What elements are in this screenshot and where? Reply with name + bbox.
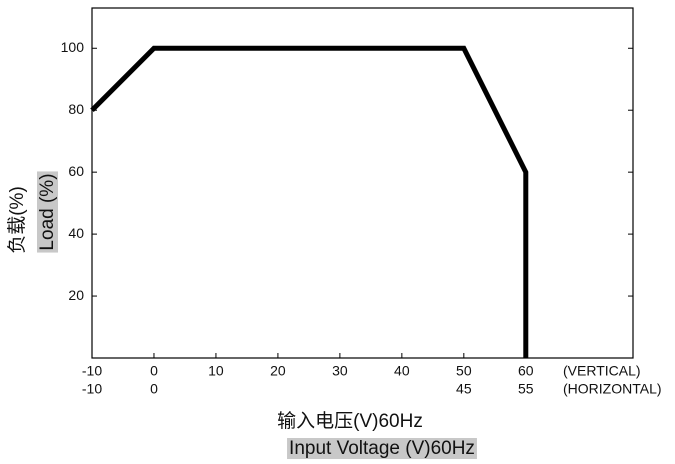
x-tick-row-label: (HORIZONTAL) — [563, 381, 662, 397]
y-axis-title: Load (%) — [37, 173, 58, 250]
y-tick-label: 80 — [68, 101, 84, 117]
x-tick-label: 30 — [332, 363, 348, 379]
x-tick-label: -10 — [82, 363, 102, 379]
x-axis-title: 输入电压(V)60Hz — [277, 410, 423, 432]
y-tick-label: 20 — [68, 287, 84, 303]
y-axis-title: 负载(%) — [6, 186, 28, 254]
derating-line — [90, 45, 529, 358]
x-tick-label-horizontal: 55 — [518, 381, 534, 397]
x-tick-row-label: (VERTICAL) — [563, 363, 641, 379]
x-tick-label: 60 — [518, 363, 534, 379]
y-tick-label: 60 — [68, 163, 84, 179]
x-tick-label: 50 — [456, 363, 472, 379]
x-tick-label: 0 — [150, 363, 158, 379]
x-tick-label: 20 — [270, 363, 286, 379]
x-tick-label-horizontal: -10 — [82, 381, 102, 397]
title-highlight — [37, 171, 59, 253]
x-axis-title: Input Voltage (V)60Hz — [289, 438, 475, 459]
x-tick-label: 40 — [394, 363, 410, 379]
x-tick-label: 10 — [208, 363, 224, 379]
title-highlight — [287, 438, 477, 460]
x-tick-label-horizontal: 45 — [456, 381, 472, 397]
x-tick-label-horizontal: 0 — [150, 381, 158, 397]
y-tick-label: 40 — [68, 225, 84, 241]
plot-frame — [91, 7, 634, 359]
y-tick-label: 100 — [61, 39, 85, 55]
